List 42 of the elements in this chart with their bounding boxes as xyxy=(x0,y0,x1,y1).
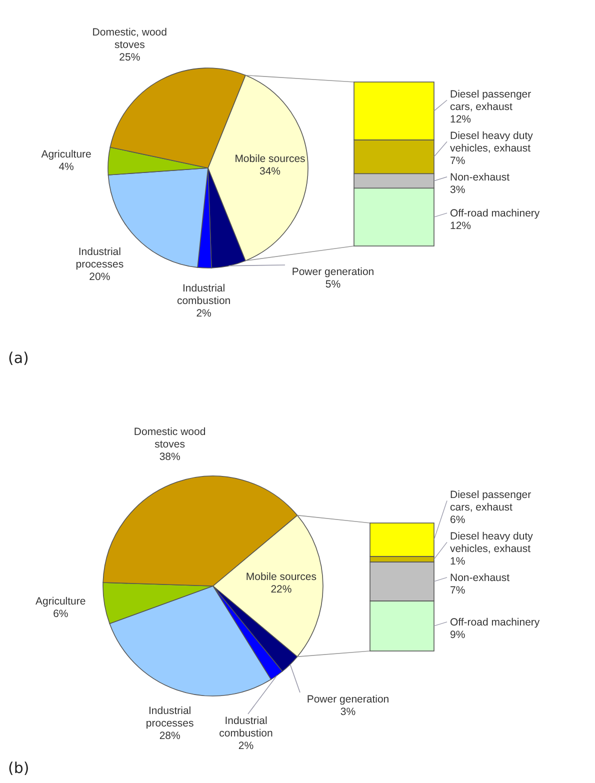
data-label: 20% xyxy=(89,270,110,283)
data-label: 1% xyxy=(450,555,466,568)
series-label: Diesel heavy duty vehicles, exhaust xyxy=(450,530,534,555)
data-label: 6% xyxy=(53,608,68,620)
data-label: 38% xyxy=(159,450,180,463)
data-label: 2% xyxy=(238,740,254,752)
data-label: 5% xyxy=(325,278,341,290)
data-label: 22% xyxy=(270,584,292,596)
data-label: 12% xyxy=(450,113,472,126)
slice-label: Industrial combustion xyxy=(219,715,274,740)
slice-label: Industrial processes xyxy=(146,705,194,730)
series-label: Diesel passenger cars, exhaust xyxy=(450,488,532,514)
slice-label: Industrial processes xyxy=(76,246,124,270)
series-label: Non-exhaust xyxy=(450,572,510,584)
data-label: 4% xyxy=(58,160,74,173)
series-label: Off-road machinery xyxy=(450,208,540,220)
data-label: 6% xyxy=(450,514,466,526)
series-label: Non-exhaust xyxy=(450,171,510,184)
data-label: 7% xyxy=(450,584,466,596)
data-label: 28% xyxy=(159,730,180,742)
slice-label: Agriculture xyxy=(41,148,92,160)
text: (a) xyxy=(8,349,29,367)
data-label: 3% xyxy=(340,706,356,718)
series-label: Off-road machinery xyxy=(450,616,540,628)
slice-label: Industrial combustion xyxy=(176,282,231,307)
data-label: 12% xyxy=(450,220,472,232)
text: (b) xyxy=(8,759,30,777)
series-label: Diesel passenger cars, exhaust xyxy=(450,88,532,113)
slice-label: Mobile sources xyxy=(234,153,306,165)
data-label: 25% xyxy=(119,52,140,64)
slice-label: Agriculture xyxy=(36,596,86,608)
slice-label: Mobile sources xyxy=(246,571,317,583)
data-label: 3% xyxy=(450,184,466,196)
series-label: Diesel heavy duty vehicles, exhaust xyxy=(450,130,534,154)
data-label: 34% xyxy=(259,166,281,178)
data-label: 2% xyxy=(196,307,212,320)
slice-label: Domestic, wood stoves xyxy=(92,26,168,52)
slice-label: Power generation xyxy=(292,266,374,278)
slice-label: Domestic wood stoves xyxy=(134,426,206,450)
data-label: 9% xyxy=(450,628,466,641)
slice-label: Power generation xyxy=(306,694,390,706)
data-label: 7% xyxy=(450,154,466,167)
